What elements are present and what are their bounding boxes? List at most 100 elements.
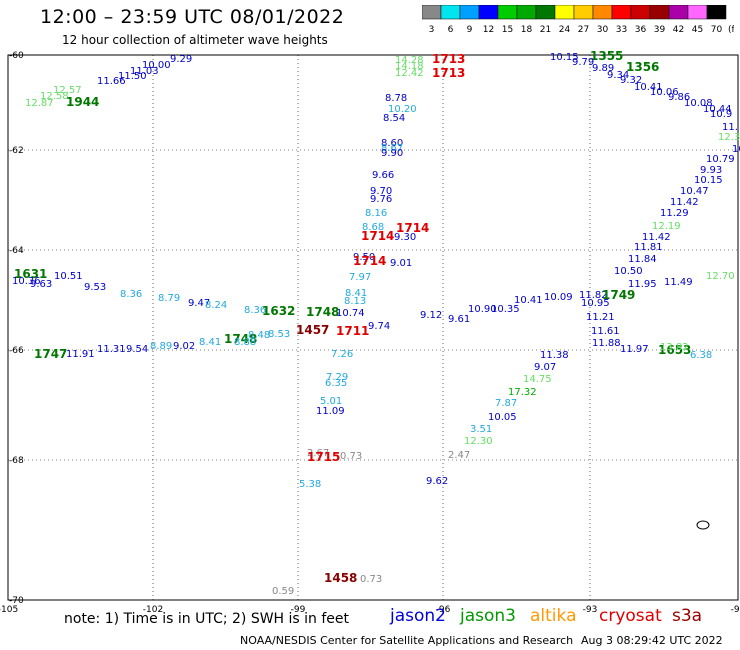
pass-time-label: 1711 — [336, 324, 369, 338]
wave-height-label: 0.59 — [272, 586, 294, 597]
pass-time-label: 1747 — [34, 347, 67, 361]
wave-height-label: 9.47 — [188, 298, 210, 309]
pass-time-label: 1714 — [353, 254, 386, 268]
colorbar-unit: (ft) — [728, 25, 734, 35]
latitude-label: -68 — [9, 456, 24, 466]
wave-height-label: 10.50 — [614, 266, 643, 277]
wave-height-label: 7.29 — [326, 372, 348, 383]
colorbar-tick: 36 — [635, 25, 647, 35]
wave-height-label: 12.42 — [395, 68, 424, 79]
wave-height-label: 10.05 — [488, 412, 517, 423]
colorbar-tick: 24 — [559, 25, 571, 35]
wave-height-label: 9.53 — [84, 282, 106, 293]
wave-height-label: 9.70 — [370, 186, 392, 197]
wave-height-label: 11.61 — [591, 326, 620, 337]
wave-height-label: 8.60 — [381, 138, 403, 149]
latitude-label: -62 — [9, 146, 24, 156]
wave-height-label: 11.42 — [642, 232, 671, 243]
wave-height-label: 10.35 — [491, 304, 520, 315]
wave-height-label: 10.95 — [581, 298, 610, 309]
wave-height-label: 9.86 — [668, 92, 690, 103]
wave-height-label: 10.00 — [142, 60, 171, 71]
wave-height-label: 11.38 — [540, 350, 569, 361]
pass-time-label: 1748 — [224, 332, 257, 346]
pass-time-label: 1713 — [432, 52, 465, 66]
wave-height-label: 2.67 — [307, 448, 329, 459]
wave-height-label: 11.09 — [316, 406, 345, 417]
wave-height-label: 9.32 — [620, 75, 642, 86]
pass-time-label: 1653 — [658, 343, 691, 357]
pass-time-label: 1715 — [307, 450, 340, 464]
wave-height-label: 3.51 — [470, 424, 492, 435]
wave-height-label: 10.91 — [732, 144, 740, 155]
wave-height-label: 7.87 — [495, 398, 517, 409]
wave-height-label: 11.29 — [660, 208, 689, 219]
wave-height-label: 14.75 — [523, 374, 552, 385]
latitude-label: -64 — [9, 246, 24, 256]
pass-time-label: 1458 — [324, 571, 357, 585]
wave-height-label: 9.79 — [572, 57, 594, 68]
wave-height-label: 9.54 — [126, 344, 148, 355]
wave-height-label: 10.20 — [388, 104, 417, 115]
longitude-label: -99 — [291, 605, 306, 615]
pass-time-label: 1355 — [590, 49, 623, 63]
wave-height-label: 10.47 — [680, 186, 709, 197]
colorbar-tick: 18 — [521, 25, 533, 35]
wave-height-label: 9.89 — [592, 63, 614, 74]
pass-time-label: 1457 — [296, 323, 329, 337]
wave-height-label: 9.12 — [420, 310, 442, 321]
latitude-label: -66 — [9, 346, 24, 356]
wave-height-label: 13.82 — [660, 342, 689, 353]
credit-line: NOAA/NESDIS Center for Satellite Applica… — [240, 634, 574, 647]
legend-jason3: jason3 — [460, 606, 516, 626]
wave-height-label: 8.36 — [244, 305, 266, 316]
colorbar-tick: 30 — [597, 25, 609, 35]
wave-height-label: 11. — [722, 122, 738, 133]
legend-s3a: s3a — [672, 606, 703, 626]
wave-height-label: 8.68 — [362, 222, 384, 233]
wave-height-label: 7.97 — [349, 272, 371, 283]
map-frame — [7, 54, 739, 601]
wave-height-label: 10.44 — [703, 104, 732, 115]
colorbar-tick: 6 — [448, 25, 454, 35]
wave-height-label: 12.3 — [718, 132, 740, 143]
wave-height-label: 9.90 — [381, 148, 403, 159]
wave-height-label: 10.08 — [684, 98, 713, 109]
wave-height-label: 8.67 — [381, 143, 403, 154]
wave-height-label: 11.42 — [670, 197, 699, 208]
longitude-label: -96 — [436, 605, 451, 615]
wave-height-label: 9.63 — [30, 279, 52, 290]
wave-height-label: 10.9 — [710, 109, 732, 120]
wave-height-label: 9.30 — [394, 232, 416, 243]
wave-height-label: 11.49 — [664, 277, 693, 288]
colorbar-tick: 12 — [483, 25, 494, 35]
wave-height-label: 5.01 — [320, 396, 342, 407]
pass-time-label: 1632 — [262, 304, 295, 318]
wave-height-label: 7.26 — [331, 349, 353, 360]
wave-height-label: 11.82 — [579, 290, 608, 301]
wave-height-label: 10.41 — [514, 295, 543, 306]
pass-time-label: 1944 — [66, 95, 99, 109]
wave-height-label: 6.35 — [325, 378, 347, 389]
wave-height-label: 11.91 — [66, 349, 95, 360]
wave-height-label: 10.36 — [12, 276, 41, 287]
longitude-label: -105 — [0, 605, 18, 615]
wave-height-label: 10.09 — [544, 292, 573, 303]
wave-height-label: 12.70 — [706, 271, 735, 282]
wave-height-label: 8.89 — [150, 341, 172, 352]
colorbar-swatch — [706, 5, 727, 20]
wave-height-label: 11.31 — [97, 344, 126, 355]
wave-height-label: 10.15 — [550, 52, 579, 63]
wave-height-label: 11.84 — [628, 254, 657, 265]
wave-height-label: 9.07 — [534, 362, 556, 373]
colorbar-tick: 15 — [502, 25, 513, 35]
wave-height-label: 12.58 — [40, 91, 69, 102]
legend-altika: altika — [530, 606, 577, 626]
legend-cryosat: cryosat — [599, 606, 662, 626]
longitude-label: -93 — [583, 605, 598, 615]
wave-height-label: 8.24 — [205, 300, 227, 311]
latitude-label: -60 — [9, 51, 24, 61]
wave-height-label: 9.61 — [448, 314, 470, 325]
pass-time-label: 1748 — [306, 305, 339, 319]
colorbar-tick: 33 — [616, 25, 627, 35]
